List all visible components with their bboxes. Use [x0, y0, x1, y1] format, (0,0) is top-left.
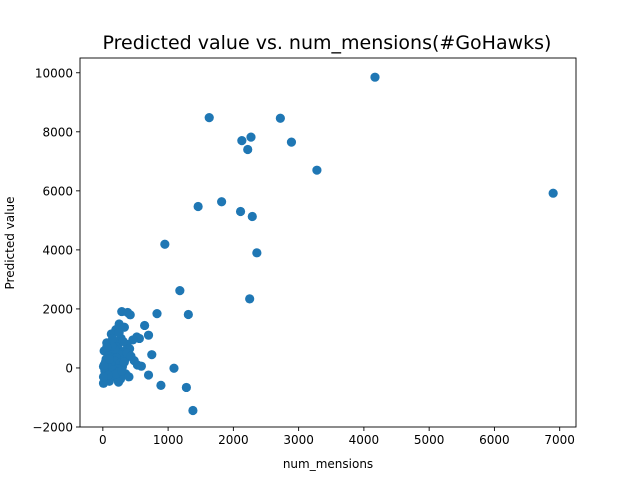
data-point — [245, 294, 255, 304]
y-tick-label: 10000 — [35, 66, 73, 80]
y-axis-label: Predicted value — [3, 197, 17, 290]
data-point — [183, 309, 193, 320]
y-tick-label: 8000 — [42, 125, 73, 139]
data-point — [193, 201, 203, 212]
x-tick-label: 3000 — [283, 433, 314, 447]
y-tick-label: 2000 — [42, 302, 73, 316]
y-tick-label: 6000 — [42, 184, 73, 198]
data-point — [252, 248, 262, 258]
x-tick-label: 1000 — [153, 433, 184, 447]
data-point — [98, 372, 109, 382]
chart-title: Predicted value vs. num_mensions(#GoHawk… — [103, 32, 552, 54]
x-tick-label: 6000 — [479, 433, 510, 447]
data-point — [275, 113, 285, 123]
data-point — [286, 137, 297, 147]
x-tick-label: 2000 — [218, 433, 249, 447]
data-point — [99, 360, 109, 370]
data-point — [188, 405, 198, 416]
y-tick-label: 4000 — [42, 243, 73, 257]
y-tick-label: 0 — [65, 361, 73, 375]
y-tick-label: −2000 — [32, 421, 73, 435]
data-point — [175, 286, 185, 296]
data-point — [98, 378, 109, 388]
data-point — [237, 136, 247, 146]
data-point — [156, 380, 166, 390]
data-point — [143, 370, 154, 380]
x-tick-label: 4000 — [349, 433, 380, 447]
data-point — [125, 310, 135, 320]
data-point — [548, 188, 558, 198]
data-point — [181, 382, 191, 393]
data-point — [143, 330, 154, 340]
plot-frame — [79, 57, 577, 428]
x-tick-label: 5000 — [414, 433, 445, 447]
x-tick-label: 0 — [99, 433, 107, 447]
data-point — [246, 132, 256, 142]
data-point — [243, 144, 253, 155]
data-point — [140, 320, 150, 331]
data-point — [126, 351, 136, 361]
data-point — [124, 372, 134, 382]
data-point — [370, 72, 380, 82]
data-point — [119, 357, 129, 367]
data-point — [118, 336, 128, 346]
data-point — [117, 366, 127, 376]
data-point — [204, 113, 214, 123]
data-point — [247, 211, 257, 222]
data-point — [108, 333, 118, 344]
data-point — [104, 354, 114, 364]
data-point — [169, 363, 179, 373]
data-point — [217, 197, 227, 207]
data-point — [113, 377, 124, 387]
data-point — [102, 342, 112, 352]
data-point — [147, 350, 157, 360]
data-point — [160, 239, 170, 249]
x-axis-label: num_mensions — [283, 457, 373, 471]
data-point — [312, 165, 322, 175]
data-point — [152, 309, 162, 319]
plot-area: 0 1000 2000 3000 4000 5000 6000 7000 −2000 0 2000 4… — [32, 57, 577, 447]
data-point — [136, 361, 146, 371]
data-point — [235, 206, 246, 217]
data-point — [114, 327, 124, 338]
x-tick-label: 7000 — [544, 433, 575, 447]
